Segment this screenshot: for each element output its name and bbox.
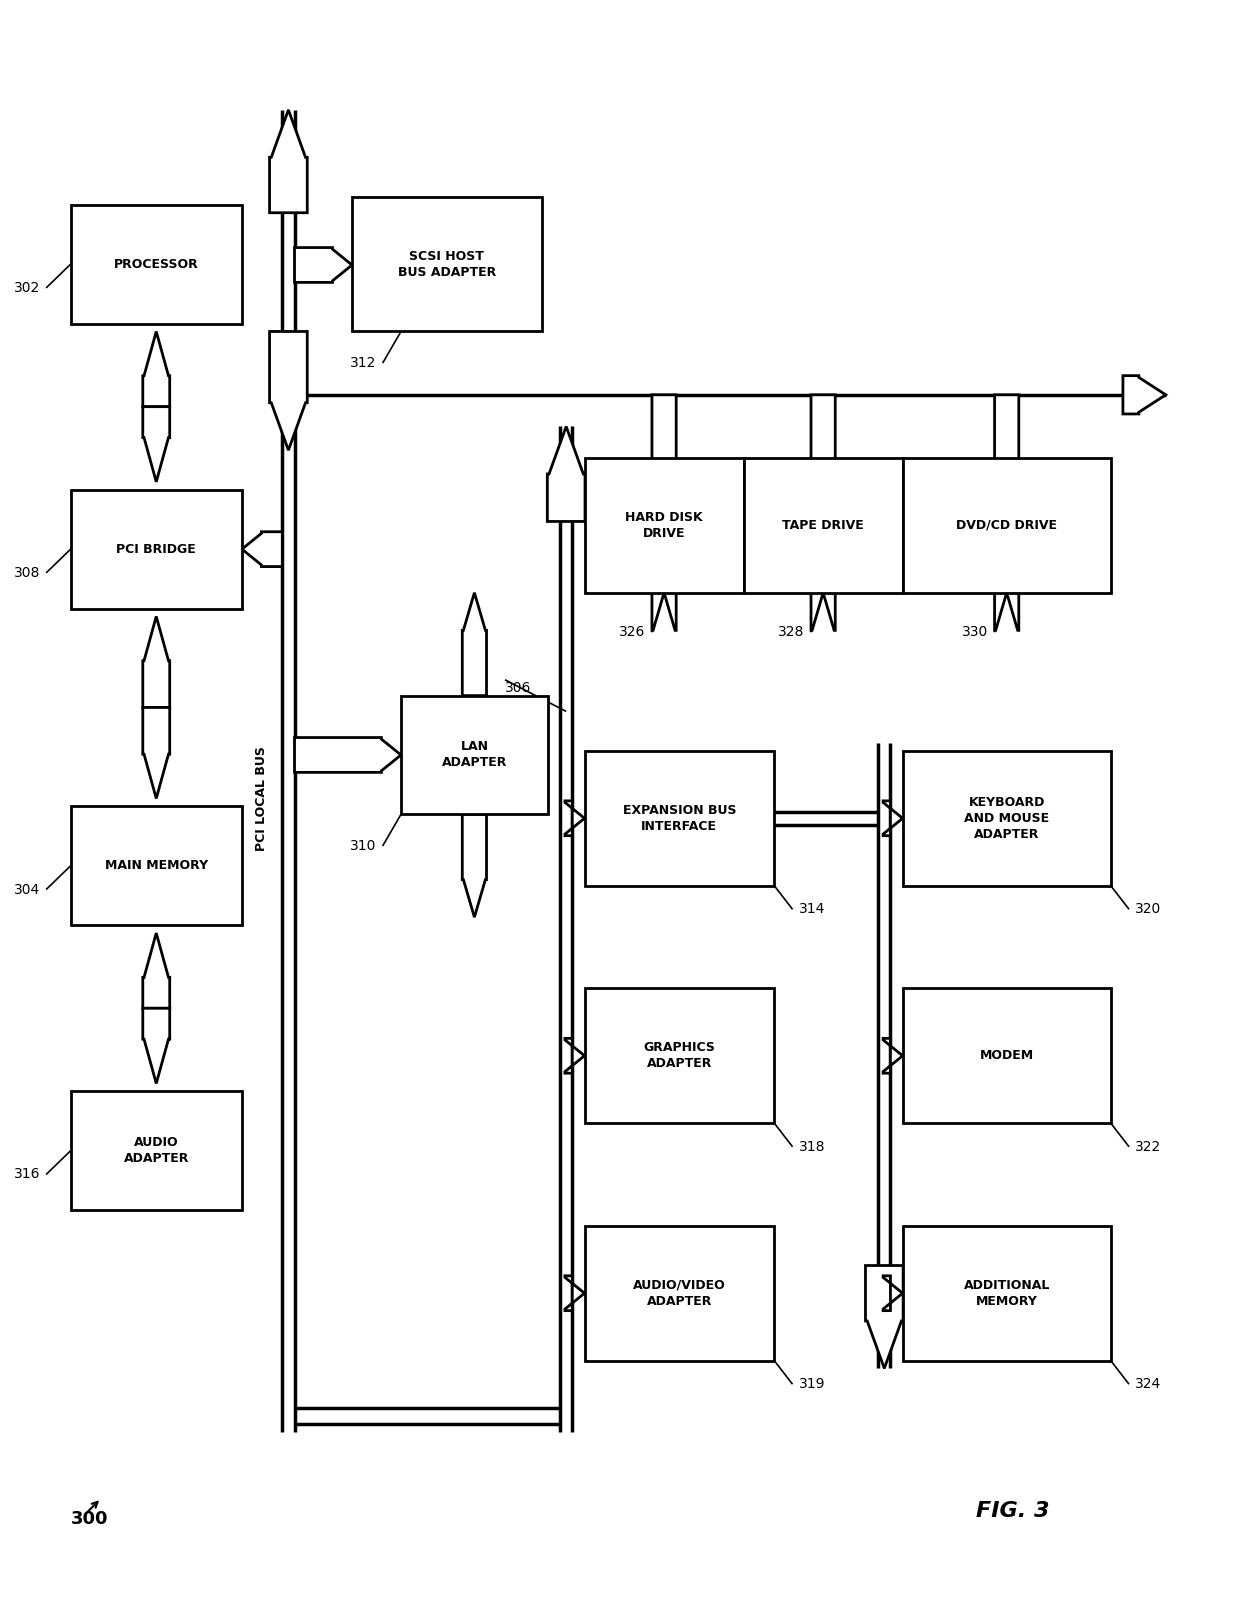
Text: 328: 328	[779, 626, 805, 639]
Polygon shape	[463, 592, 486, 696]
Polygon shape	[463, 814, 486, 917]
FancyBboxPatch shape	[903, 751, 1111, 886]
Text: 300: 300	[71, 1509, 108, 1528]
Text: MODEM: MODEM	[980, 1049, 1034, 1062]
Text: 306: 306	[505, 680, 532, 695]
Text: PCI LOCAL BUS: PCI LOCAL BUS	[255, 746, 268, 851]
FancyBboxPatch shape	[903, 458, 1111, 592]
Polygon shape	[883, 800, 903, 835]
Polygon shape	[883, 1038, 903, 1073]
FancyBboxPatch shape	[903, 989, 1111, 1123]
FancyBboxPatch shape	[71, 204, 242, 324]
FancyBboxPatch shape	[71, 806, 242, 925]
Text: 318: 318	[799, 1140, 825, 1153]
Text: 322: 322	[1135, 1140, 1162, 1153]
Text: PCI BRIDGE: PCI BRIDGE	[117, 543, 196, 556]
Polygon shape	[269, 332, 308, 450]
Text: 316: 316	[14, 1167, 40, 1182]
Polygon shape	[547, 426, 585, 522]
Text: AUDIO/VIDEO
ADAPTER: AUDIO/VIDEO ADAPTER	[632, 1279, 725, 1308]
Polygon shape	[143, 933, 170, 1008]
Text: 330: 330	[962, 626, 988, 639]
Text: 312: 312	[350, 356, 377, 371]
FancyBboxPatch shape	[584, 751, 774, 886]
Polygon shape	[1123, 375, 1166, 414]
Text: 310: 310	[350, 838, 377, 853]
FancyBboxPatch shape	[71, 1091, 242, 1211]
Text: PROCESSOR: PROCESSOR	[114, 257, 198, 271]
Polygon shape	[143, 1008, 170, 1083]
Polygon shape	[143, 332, 170, 407]
Text: 314: 314	[799, 902, 825, 917]
Text: 319: 319	[799, 1377, 825, 1391]
Polygon shape	[565, 800, 584, 835]
Text: 326: 326	[619, 626, 646, 639]
Polygon shape	[652, 394, 676, 631]
FancyBboxPatch shape	[71, 490, 242, 608]
Polygon shape	[269, 110, 308, 212]
FancyBboxPatch shape	[584, 458, 744, 592]
Polygon shape	[565, 1038, 584, 1073]
Text: AUDIO
ADAPTER: AUDIO ADAPTER	[124, 1135, 188, 1166]
Polygon shape	[242, 532, 283, 567]
Polygon shape	[143, 616, 170, 707]
Text: 324: 324	[1135, 1377, 1162, 1391]
FancyBboxPatch shape	[584, 989, 774, 1123]
Text: 308: 308	[14, 565, 40, 580]
FancyBboxPatch shape	[352, 196, 542, 332]
Polygon shape	[143, 707, 170, 798]
Polygon shape	[866, 1265, 903, 1369]
Text: DVD/CD DRIVE: DVD/CD DRIVE	[956, 519, 1058, 532]
Text: 320: 320	[1135, 902, 1162, 917]
Text: FIG. 3: FIG. 3	[976, 1501, 1049, 1520]
Text: MAIN MEMORY: MAIN MEMORY	[104, 859, 208, 872]
Text: TAPE DRIVE: TAPE DRIVE	[782, 519, 864, 532]
Polygon shape	[295, 248, 352, 283]
Polygon shape	[811, 394, 836, 631]
Polygon shape	[883, 1276, 903, 1311]
Text: 302: 302	[14, 281, 40, 295]
Polygon shape	[143, 407, 170, 482]
FancyBboxPatch shape	[584, 1226, 774, 1361]
Polygon shape	[994, 394, 1019, 631]
Text: ADDITIONAL
MEMORY: ADDITIONAL MEMORY	[963, 1279, 1050, 1308]
Text: EXPANSION BUS
INTERFACE: EXPANSION BUS INTERFACE	[622, 803, 737, 832]
Text: LAN
ADAPTER: LAN ADAPTER	[441, 741, 507, 770]
Text: HARD DISK
DRIVE: HARD DISK DRIVE	[625, 511, 703, 540]
Text: 304: 304	[14, 883, 40, 896]
Polygon shape	[565, 1276, 584, 1311]
Text: SCSI HOST
BUS ADAPTER: SCSI HOST BUS ADAPTER	[398, 249, 496, 279]
FancyBboxPatch shape	[903, 1226, 1111, 1361]
FancyBboxPatch shape	[744, 458, 903, 592]
FancyBboxPatch shape	[401, 696, 548, 814]
Text: GRAPHICS
ADAPTER: GRAPHICS ADAPTER	[644, 1041, 715, 1070]
Polygon shape	[295, 738, 401, 773]
Text: KEYBOARD
AND MOUSE
ADAPTER: KEYBOARD AND MOUSE ADAPTER	[965, 795, 1049, 840]
